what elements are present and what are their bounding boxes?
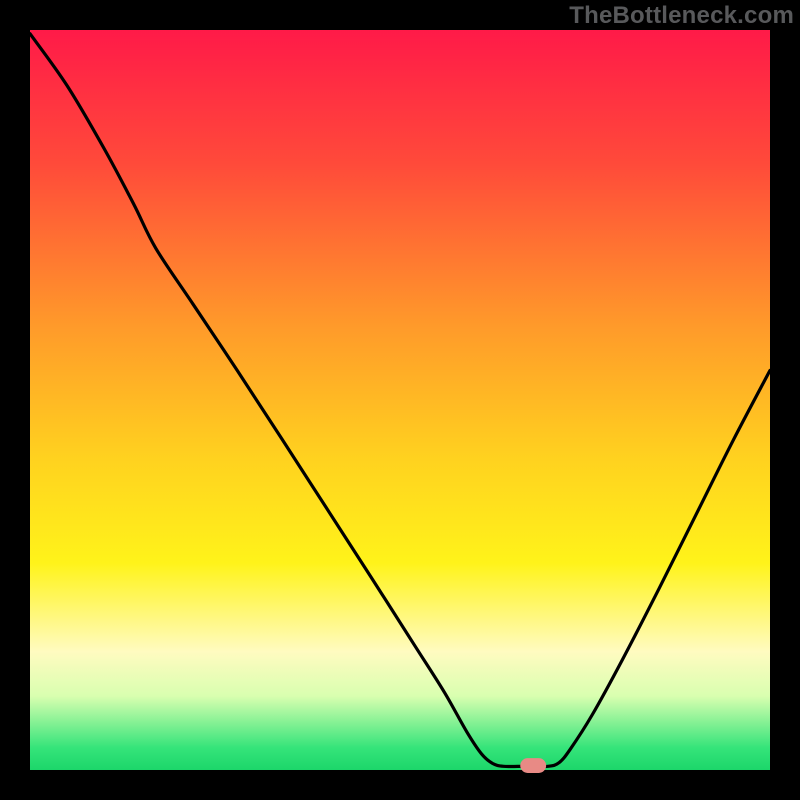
watermark-text: TheBottleneck.com bbox=[569, 2, 794, 30]
optimal-point-marker bbox=[520, 758, 546, 773]
chart-frame: TheBottleneck.com bbox=[0, 0, 800, 800]
bottleneck-chart bbox=[0, 0, 800, 800]
gradient-background bbox=[30, 30, 770, 770]
